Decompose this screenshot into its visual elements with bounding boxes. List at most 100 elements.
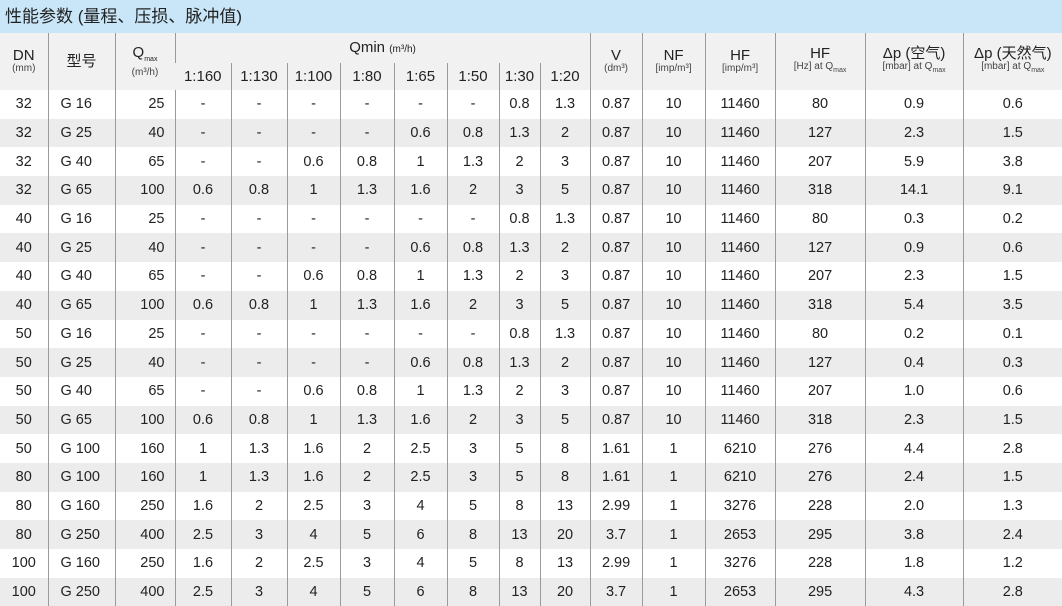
- cell-hf-hz: 228: [774, 549, 866, 578]
- cell-qmin-1-130: -: [230, 233, 287, 263]
- cell-qmin-1-50: -: [446, 204, 499, 234]
- cell-nf: 1: [641, 491, 706, 521]
- cell-qmin-1-80: 3: [339, 549, 394, 578]
- cell-dp-gas: 3.5: [962, 290, 1062, 320]
- header-hf-hz: HF [Hz] at Qmax: [774, 33, 866, 90]
- cell-nf: 10: [641, 290, 706, 320]
- cell-qmax: 25: [114, 319, 175, 349]
- cell-volume: 0.87: [589, 319, 643, 349]
- cell-nf: 10: [641, 118, 706, 148]
- cell-qmax: 65: [114, 147, 175, 177]
- cell-qmin-1-80: 1.3: [339, 176, 394, 205]
- cell-model: G 16: [47, 90, 115, 119]
- cell-volume: 0.87: [589, 376, 643, 406]
- cell-nf: 10: [641, 233, 706, 263]
- cell-qmin-1-130: 1.3: [230, 462, 287, 492]
- cell-qmin-1-50: 1.3: [446, 262, 499, 291]
- cell-qmin-1-130: 2: [230, 491, 287, 521]
- cell-qmin-1-80: 2: [339, 462, 394, 492]
- cell-model: G 25: [47, 348, 115, 377]
- header-ratio: 1:20: [539, 63, 591, 90]
- table-row: 32 G 40 65- -0.6 0.8 1 1.3 2 3 0.87 10 11460 207 5.9 3…: [0, 147, 1062, 177]
- cell-volume: 1.61: [589, 434, 643, 463]
- cell-qmin-1-65: 2.5: [393, 462, 447, 492]
- header-dp-air: Δp (空气) [mbar] at Qmax: [864, 33, 964, 90]
- header-ratio: 1:80: [339, 63, 394, 90]
- cell-qmin-1-130: 1.3: [230, 434, 287, 463]
- cell-qmin-1-160: 2.5: [174, 520, 231, 549]
- cell-dp-gas: 0.6: [962, 233, 1062, 263]
- cell-qmin-1-100: 1: [286, 405, 340, 435]
- cell-qmin-1-20: 8: [539, 434, 591, 463]
- cell-model: G 40: [47, 376, 115, 406]
- cell-qmin-1-160: 1.6: [174, 491, 231, 521]
- cell-dn: 80: [0, 520, 48, 549]
- cell-qmin-1-80: 5: [339, 520, 394, 549]
- cell-qmin-1-80: -: [339, 233, 394, 263]
- cell-qmin-1-130: -: [230, 262, 287, 291]
- cell-hf-hz: 80: [774, 90, 866, 119]
- cell-qmin-1-80: 0.8: [339, 262, 394, 291]
- cell-qmin-1-160: -: [174, 90, 231, 119]
- cell-volume: 2.99: [589, 491, 643, 521]
- cell-qmin-1-20: 3: [539, 262, 591, 291]
- cell-qmax: 100: [114, 405, 175, 435]
- cell-dp-gas: 2.8: [962, 434, 1062, 463]
- cell-qmin-1-50: 8: [446, 520, 499, 549]
- cell-dp-air: 0.9: [864, 90, 964, 119]
- cell-dp-air: 5.4: [864, 290, 964, 320]
- cell-dp-gas: 2.4: [962, 520, 1062, 549]
- cell-qmin-1-130: 2: [230, 549, 287, 578]
- cell-hf-hz: 80: [774, 204, 866, 234]
- cell-volume: 1.61: [589, 462, 643, 492]
- cell-qmin-1-50: 2: [446, 290, 499, 320]
- cell-qmin-1-30: 2: [498, 376, 540, 406]
- page-title: 性能参数 (量程、压损、脉冲值): [0, 0, 1062, 33]
- cell-qmin-1-65: 2.5: [393, 434, 447, 463]
- cell-volume: 0.87: [589, 348, 643, 377]
- table-row: 50 G 25 40- - - -0.6 0.8 1.3 2 0.87 10 11460 127 0.4 0…: [0, 348, 1062, 377]
- cell-dp-gas: 0.3: [962, 348, 1062, 377]
- cell-qmin-1-65: 1: [393, 147, 447, 177]
- cell-nf: 10: [641, 376, 706, 406]
- cell-qmin-1-50: 5: [446, 491, 499, 521]
- cell-dp-air: 4.4: [864, 434, 964, 463]
- cell-nf: 10: [641, 176, 706, 205]
- cell-hf: 11460: [704, 90, 776, 119]
- cell-qmin-1-80: -: [339, 319, 394, 349]
- cell-qmin-1-160: -: [174, 348, 231, 377]
- cell-qmax: 40: [114, 348, 175, 377]
- cell-model: G 40: [47, 262, 115, 291]
- cell-dp-gas: 0.1: [962, 319, 1062, 349]
- cell-volume: 3.7: [589, 520, 643, 549]
- cell-hf: 3276: [704, 549, 776, 578]
- cell-qmin-1-65: 0.6: [393, 233, 447, 263]
- cell-qmin-1-160: -: [174, 233, 231, 263]
- cell-qmin-1-130: 0.8: [230, 405, 287, 435]
- cell-dp-air: 0.3: [864, 204, 964, 234]
- cell-qmin-1-100: -: [286, 319, 340, 349]
- cell-qmin-1-30: 2: [498, 262, 540, 291]
- cell-hf-hz: 318: [774, 405, 866, 435]
- cell-qmin-1-160: 0.6: [174, 405, 231, 435]
- cell-nf: 10: [641, 262, 706, 291]
- cell-qmin-1-130: -: [230, 319, 287, 349]
- cell-qmin-1-30: 5: [498, 462, 540, 492]
- table-row: 32 G 16 25- - - - - -0.8 1.3 0.87 10 11460 80 0.9 0.6: [0, 90, 1062, 119]
- cell-qmax: 65: [114, 262, 175, 291]
- cell-hf: 11460: [704, 176, 776, 205]
- cell-model: G 16: [47, 319, 115, 349]
- cell-model: G 65: [47, 176, 115, 205]
- cell-qmin-1-80: 1.3: [339, 405, 394, 435]
- cell-hf-hz: 318: [774, 176, 866, 205]
- cell-qmin-1-50: 1.3: [446, 147, 499, 177]
- cell-qmin-1-160: 1: [174, 434, 231, 463]
- cell-qmin-1-80: 3: [339, 491, 394, 521]
- cell-model: G 100: [47, 434, 115, 463]
- cell-qmin-1-50: 1.3: [446, 376, 499, 406]
- cell-qmin-1-100: -: [286, 204, 340, 234]
- cell-qmin-1-20: 1.3: [539, 319, 591, 349]
- cell-model: G 65: [47, 290, 115, 320]
- performance-table: DN (mm) 型号 Qmax (m³/h) Qmin (m³/h) V (dm³) …: [0, 33, 1062, 606]
- cell-dp-gas: 1.5: [962, 118, 1062, 148]
